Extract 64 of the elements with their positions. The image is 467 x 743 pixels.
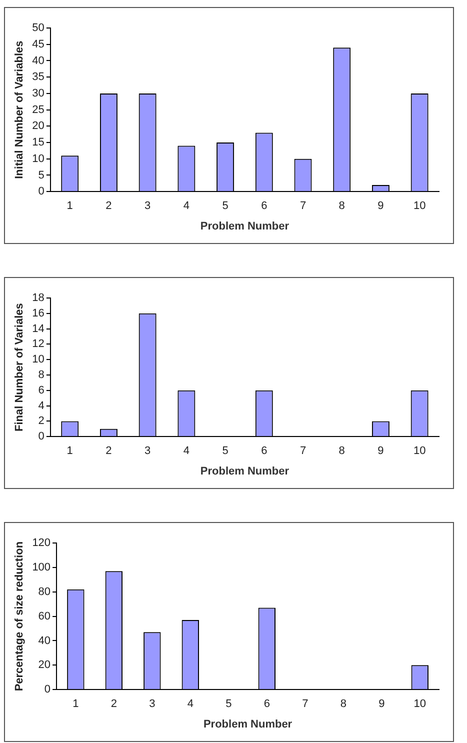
x-tick-label: 2: [110, 698, 117, 710]
y-tick-label: 100: [32, 561, 51, 574]
y-tick-label: 0: [38, 430, 44, 443]
x-tick-label: 5: [222, 445, 228, 458]
y-axis-title: Initial Number of Variables: [14, 40, 26, 179]
y-tick-label: 18: [32, 292, 44, 304]
x-tick-label: 1: [66, 200, 73, 212]
y-tick-label: 50: [32, 22, 44, 34]
x-tick-label: 4: [187, 698, 194, 710]
x-tick-label: 8: [338, 445, 345, 458]
y-tick-label: 5: [38, 169, 44, 182]
y-tick-label: 6: [38, 384, 44, 396]
x-tick-label: 10: [414, 698, 426, 710]
x-tick-label: 6: [264, 698, 270, 710]
y-tick-label: 20: [32, 120, 44, 132]
y-tick-label: 0: [38, 186, 44, 198]
y-tick-label: 80: [38, 586, 51, 598]
y-tick-label: 4: [38, 400, 44, 412]
y-axis-title: Final Number of Variales: [14, 303, 26, 432]
y-axis-title: Percentage of size reduction: [14, 541, 26, 692]
x-tick-label: 2: [106, 445, 112, 458]
y-tick-label: 10: [32, 354, 44, 366]
y-tick-label: 15: [32, 136, 44, 149]
x-tick-label: 3: [144, 200, 151, 212]
x-axis-title: Problem Number: [203, 718, 293, 730]
y-tick-label: 14: [32, 322, 44, 335]
y-tick-label: 10: [32, 152, 44, 165]
x-tick-label: 7: [302, 698, 308, 710]
y-tick-label: 25: [32, 104, 44, 116]
y-tick-label: 16: [32, 307, 44, 320]
y-tick-label: 30: [32, 87, 44, 100]
x-tick-label: 9: [378, 200, 384, 212]
x-tick-label: 6: [261, 200, 268, 212]
x-tick-label: 1: [72, 698, 79, 710]
x-tick-label: 7: [300, 445, 306, 458]
x-tick-label: 8: [338, 200, 345, 212]
x-tick-label: 5: [226, 698, 232, 710]
x-tick-label: 5: [222, 200, 228, 212]
y-tick-label: 45: [32, 38, 44, 50]
x-tick-label: 4: [183, 445, 190, 458]
y-tick-label: 120: [32, 537, 51, 550]
x-tick-label: 1: [66, 445, 73, 458]
x-tick-label: 6: [261, 445, 268, 458]
y-tick-label: 40: [38, 634, 51, 647]
x-tick-label: 7: [300, 200, 306, 212]
x-tick-label: 9: [378, 445, 384, 458]
x-tick-label: 2: [106, 200, 112, 212]
y-tick-label: 12: [32, 338, 44, 350]
x-axis-title: Problem Number: [200, 220, 290, 232]
y-tick-label: 20: [38, 659, 51, 672]
y-tick-label: 40: [32, 54, 44, 67]
y-tick-label: 35: [32, 71, 44, 84]
y-tick-label: 60: [38, 610, 51, 622]
x-tick-label: 3: [149, 698, 156, 710]
x-tick-label: 10: [413, 200, 426, 212]
x-tick-label: 4: [183, 200, 190, 212]
x-axis-title: Problem Number: [200, 465, 290, 478]
y-tick-label: 8: [38, 369, 44, 382]
x-tick-label: 9: [378, 698, 385, 710]
y-tick-label: 2: [38, 415, 44, 428]
y-tick-label: 0: [44, 684, 51, 696]
x-tick-label: 10: [413, 445, 426, 458]
x-tick-label: 3: [144, 445, 151, 458]
x-tick-label: 8: [340, 698, 346, 710]
